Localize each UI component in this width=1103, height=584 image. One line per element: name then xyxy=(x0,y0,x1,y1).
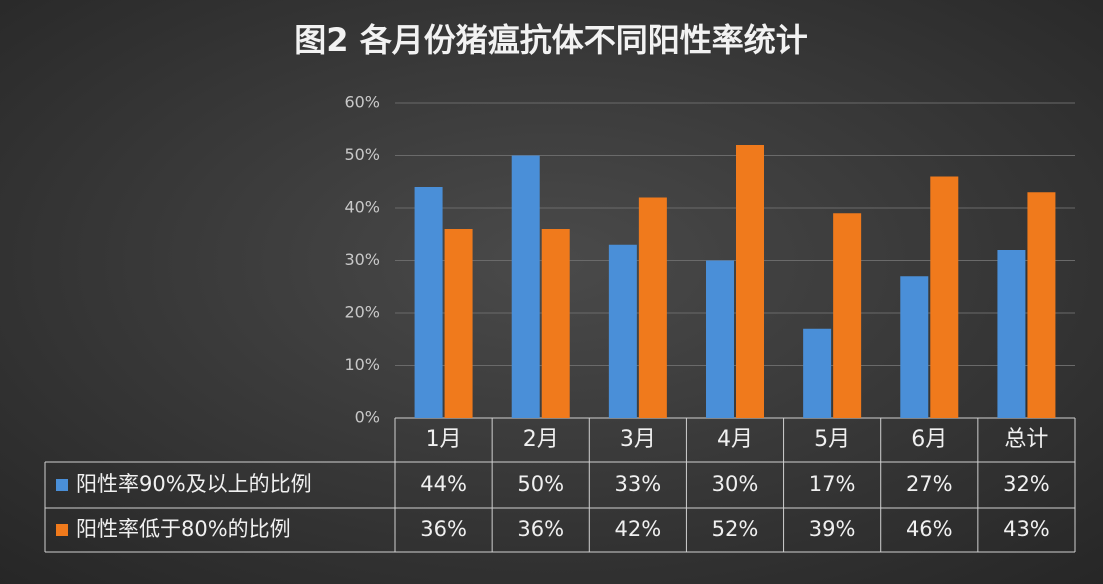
bar xyxy=(444,229,473,418)
y-tick-label: 40% xyxy=(344,198,380,217)
y-tick-label: 10% xyxy=(344,355,380,374)
data-label: 39% xyxy=(809,517,856,541)
legend-label: 阳性率低于80%的比例 xyxy=(76,517,291,541)
data-label: 43% xyxy=(1003,517,1050,541)
bar xyxy=(541,229,570,418)
bar xyxy=(608,244,637,418)
data-label: 33% xyxy=(615,472,662,496)
x-tick-label: 2月 xyxy=(523,427,559,452)
bar xyxy=(511,155,540,418)
data-label: 36% xyxy=(420,517,467,541)
bar xyxy=(930,176,959,418)
y-tick-label: 30% xyxy=(344,250,380,269)
bar xyxy=(706,260,734,418)
data-label: 17% xyxy=(809,472,856,496)
chart-title: 图2 各月份猪瘟抗体不同阳性率统计 xyxy=(294,21,807,59)
bar xyxy=(900,276,929,418)
bar xyxy=(414,187,443,418)
data-label: 46% xyxy=(906,517,953,541)
x-tick-label: 5月 xyxy=(814,427,850,452)
legend-label: 阳性率90%及以上的比例 xyxy=(76,472,312,496)
data-label: 52% xyxy=(712,517,759,541)
legend-swatch xyxy=(56,524,68,536)
data-label: 30% xyxy=(712,472,759,496)
data-label: 42% xyxy=(615,517,662,541)
x-tick-label: 3月 xyxy=(620,427,656,452)
bar xyxy=(1027,192,1056,418)
y-tick-label: 60% xyxy=(344,93,380,112)
data-label: 27% xyxy=(906,472,953,496)
x-tick-label: 6月 xyxy=(911,427,947,452)
data-label: 32% xyxy=(1003,472,1050,496)
y-tick-label: 20% xyxy=(344,303,380,322)
bar xyxy=(638,197,667,418)
data-label: 36% xyxy=(517,517,564,541)
y-tick-label: 0% xyxy=(355,408,380,427)
y-tick-label: 50% xyxy=(344,145,380,164)
data-label: 44% xyxy=(420,472,467,496)
bar xyxy=(997,250,1026,418)
x-tick-label: 4月 xyxy=(717,427,753,452)
bar xyxy=(803,328,832,418)
x-tick-label: 总计 xyxy=(1004,427,1048,452)
x-tick-label: 1月 xyxy=(426,427,462,452)
bar xyxy=(833,213,862,418)
data-label: 50% xyxy=(517,472,564,496)
bar xyxy=(736,145,764,418)
legend-swatch xyxy=(56,479,68,491)
